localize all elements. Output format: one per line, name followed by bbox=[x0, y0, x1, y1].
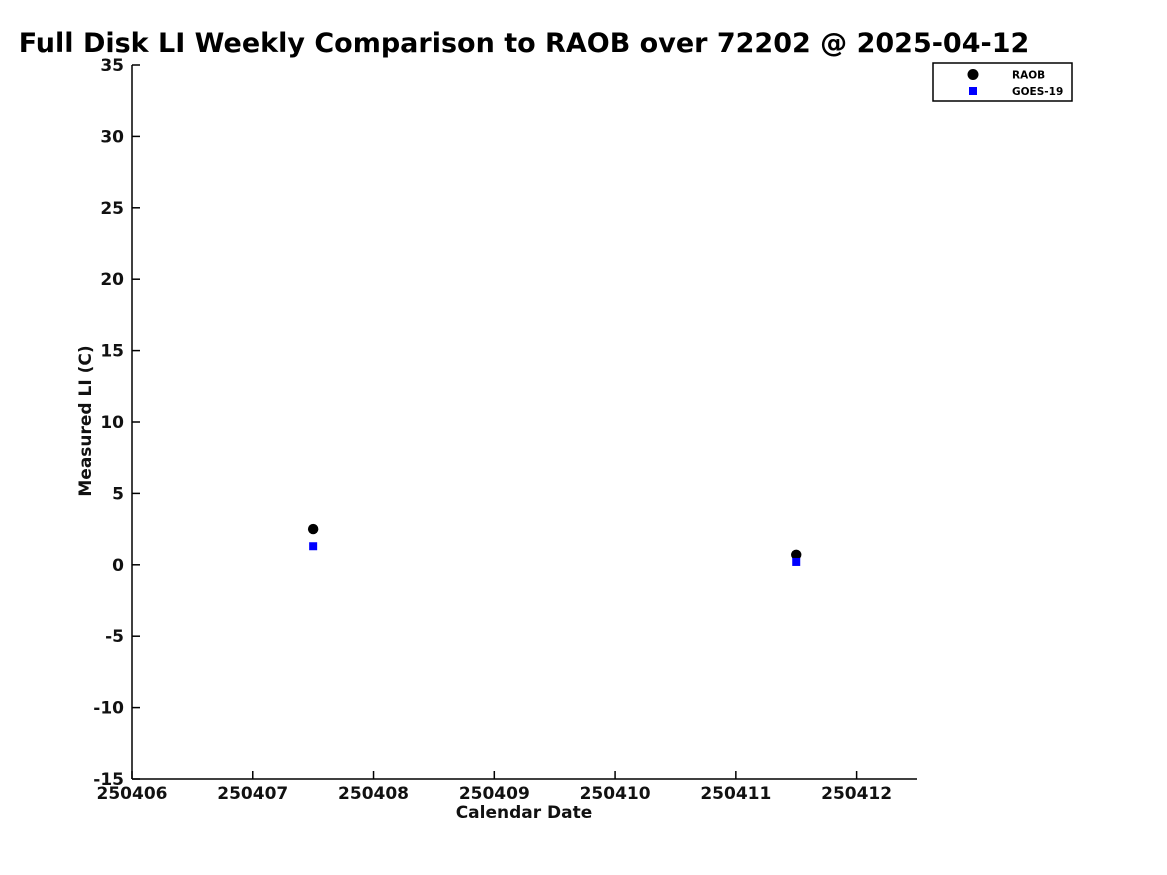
legend-label-goes-19: GOES-19 bbox=[1012, 86, 1063, 98]
y-tick-label: 10 bbox=[100, 413, 124, 433]
data-point-goes-19 bbox=[792, 557, 801, 566]
y-tick-label: 0 bbox=[112, 556, 124, 576]
x-tick-label: 250411 bbox=[700, 784, 771, 804]
y-tick-label: 35 bbox=[100, 56, 124, 76]
y-tick-label: -10 bbox=[93, 699, 124, 719]
data-point-goes-19 bbox=[309, 542, 318, 551]
legend-label-raob: RAOB bbox=[1012, 70, 1045, 82]
x-tick-label: 250409 bbox=[459, 784, 530, 804]
y-tick-label: 20 bbox=[100, 270, 124, 290]
x-tick-label: 250406 bbox=[97, 784, 168, 804]
legend-box bbox=[932, 62, 1073, 102]
y-tick-label: -5 bbox=[105, 627, 124, 647]
y-axis-label: Measured LI (C) bbox=[76, 345, 96, 497]
legend-marker-raob bbox=[967, 69, 979, 80]
x-tick-label: 250410 bbox=[580, 784, 651, 804]
x-tick-label: 250412 bbox=[821, 784, 892, 804]
x-axis-label: Calendar Date bbox=[455, 803, 593, 823]
y-tick-label: 25 bbox=[100, 199, 124, 219]
legend-marker-goes-19 bbox=[969, 87, 977, 95]
y-tick-label: 15 bbox=[100, 342, 124, 362]
x-tick-label: 250407 bbox=[217, 784, 288, 804]
data-point-raob bbox=[791, 549, 802, 561]
data-point-raob bbox=[307, 523, 319, 535]
y-tick-label: 30 bbox=[100, 127, 124, 147]
y-tick-label: 5 bbox=[112, 484, 124, 504]
chart-title: Full Disk LI Weekly Comparison to RAOB o… bbox=[18, 28, 1030, 59]
x-tick-label: 250408 bbox=[338, 784, 409, 804]
y-tick-label: -15 bbox=[93, 770, 124, 790]
